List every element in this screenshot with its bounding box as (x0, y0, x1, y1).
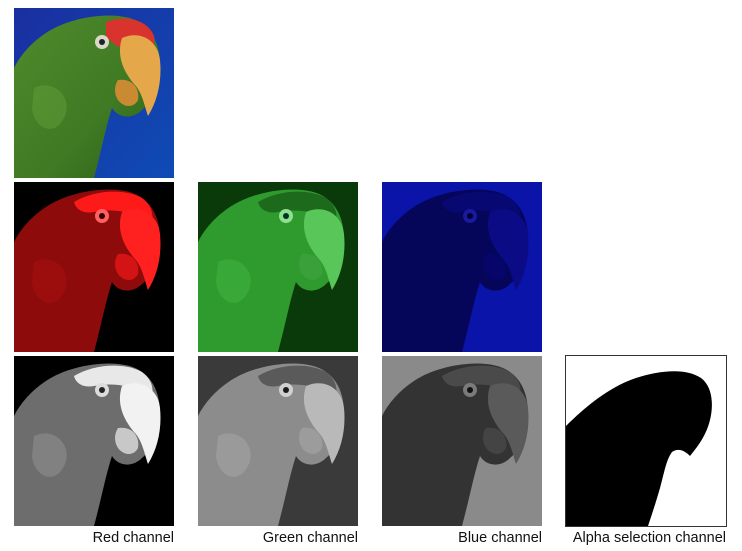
green-channel-tinted (198, 182, 358, 352)
green-channel-grayscale (198, 356, 358, 526)
alpha-selection-mask (566, 356, 726, 526)
blue-channel-caption: Blue channel (382, 528, 542, 548)
blue-channel-tinted (382, 182, 542, 352)
original-photo (14, 8, 174, 178)
green-channel-caption: Green channel (198, 528, 358, 548)
red-channel-caption: Red channel (14, 528, 174, 548)
alpha-channel-caption: Alpha selection channel (540, 528, 726, 548)
red-channel-tinted (14, 182, 174, 352)
red-channel-grayscale (14, 356, 174, 526)
blue-channel-grayscale (382, 356, 542, 526)
